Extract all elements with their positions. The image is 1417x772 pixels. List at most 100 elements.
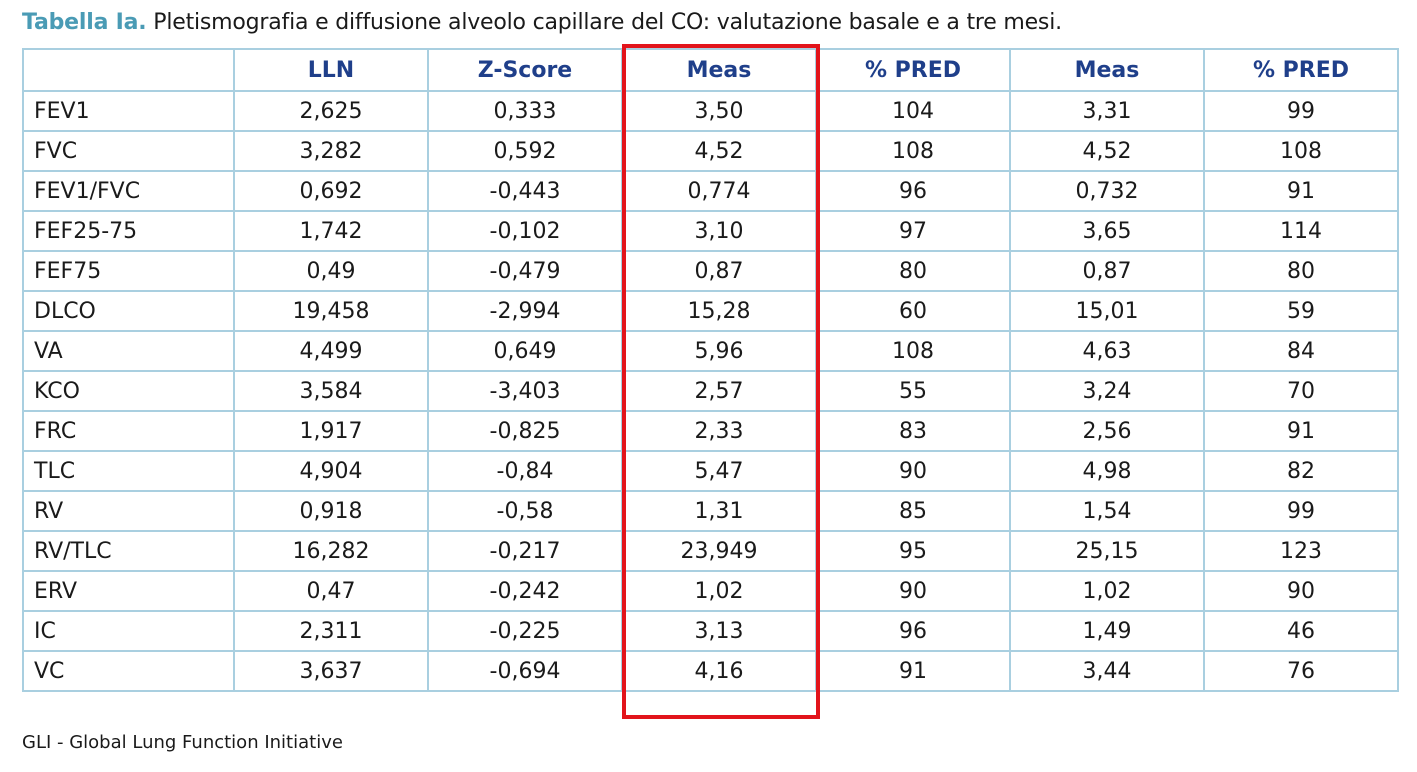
value-cell: -0,242 [427, 570, 623, 612]
value-cell: 3,50 [621, 90, 817, 132]
value-cell: 91 [1203, 170, 1399, 212]
column-header: Meas [1009, 48, 1205, 92]
value-cell: 3,31 [1009, 90, 1205, 132]
table-row: FEV1/FVC 0,692 -0,443 0,774 96 0,732 91 [22, 170, 1399, 212]
value-cell: -0,217 [427, 530, 623, 572]
value-cell: 90 [1203, 570, 1399, 612]
table-row: RV/TLC 16,282 -0,217 23,949 95 25,15 123 [22, 530, 1399, 572]
table-row: FEV1 2,625 0,333 3,50 104 3,31 99 [22, 90, 1399, 132]
value-cell: 84 [1203, 330, 1399, 372]
value-cell: 99 [1203, 90, 1399, 132]
results-table: LLN Z-Score Meas% PRED Meas% PRED FEV1 2,625… [22, 48, 1399, 692]
value-cell: 2,57 [621, 370, 817, 412]
value-cell: 1,742 [233, 210, 429, 252]
value-cell: 108 [1203, 130, 1399, 172]
value-cell: 80 [1203, 250, 1399, 292]
value-cell: -0,225 [427, 610, 623, 652]
column-header: LLN [233, 48, 429, 92]
parameter-cell: VC [22, 650, 235, 692]
parameter-cell: DLCO [22, 290, 235, 332]
value-cell: -0,102 [427, 210, 623, 252]
value-cell: 108 [815, 330, 1011, 372]
value-cell: 3,10 [621, 210, 817, 252]
value-cell: 123 [1203, 530, 1399, 572]
value-cell: 0,918 [233, 490, 429, 532]
parameter-cell: FEV1/FVC [22, 170, 235, 212]
value-cell: 25,15 [1009, 530, 1205, 572]
table-row: IC 2,311 -0,225 3,13 96 1,49 46 [22, 610, 1399, 652]
value-cell: -0,825 [427, 410, 623, 452]
value-cell: 60 [815, 290, 1011, 332]
value-cell: -3,403 [427, 370, 623, 412]
value-cell: 1,31 [621, 490, 817, 532]
parameter-cell: FEF75 [22, 250, 235, 292]
value-cell: 3,65 [1009, 210, 1205, 252]
value-cell: 1,02 [1009, 570, 1205, 612]
value-cell: 104 [815, 90, 1011, 132]
table-row: FRC 1,917 -0,825 2,33 83 2,56 91 [22, 410, 1399, 452]
value-cell: 1,49 [1009, 610, 1205, 652]
parameter-cell: IC [22, 610, 235, 652]
parameter-cell: TLC [22, 450, 235, 492]
value-cell: 46 [1203, 610, 1399, 652]
value-cell: 2,625 [233, 90, 429, 132]
value-cell: 1,917 [233, 410, 429, 452]
value-cell: 1,54 [1009, 490, 1205, 532]
table-row: FVC 3,282 0,592 4,52 108 4,52 108 [22, 130, 1399, 172]
value-cell: 3,584 [233, 370, 429, 412]
table-row: FEF25-75 1,742 -0,102 3,10 97 3,65 114 [22, 210, 1399, 252]
value-cell: 5,47 [621, 450, 817, 492]
value-cell: 0,49 [233, 250, 429, 292]
parameter-cell: RV [22, 490, 235, 532]
value-cell: -0,694 [427, 650, 623, 692]
value-cell: 3,13 [621, 610, 817, 652]
value-cell: 91 [1203, 410, 1399, 452]
value-cell: 15,28 [621, 290, 817, 332]
value-cell: 0,692 [233, 170, 429, 212]
value-cell: 0,47 [233, 570, 429, 612]
value-cell: -0,84 [427, 450, 623, 492]
column-header: % PRED [1203, 48, 1399, 92]
value-cell: 2,33 [621, 410, 817, 452]
parameter-cell: FEV1 [22, 90, 235, 132]
value-cell: 0,87 [1009, 250, 1205, 292]
value-cell: 4,52 [1009, 130, 1205, 172]
value-cell: 90 [815, 450, 1011, 492]
value-cell: 2,56 [1009, 410, 1205, 452]
parameter-cell: RV/TLC [22, 530, 235, 572]
value-cell: 4,98 [1009, 450, 1205, 492]
value-cell: 4,499 [233, 330, 429, 372]
value-cell: 0,732 [1009, 170, 1205, 212]
value-cell: -0,58 [427, 490, 623, 532]
value-cell: 19,458 [233, 290, 429, 332]
caption-text: Pletismografia e diffusione alveolo capi… [153, 10, 1062, 35]
table-row: VA 4,499 0,649 5,96 108 4,63 84 [22, 330, 1399, 372]
caption-label: Tabella Ia. [22, 10, 147, 35]
value-cell: 5,96 [621, 330, 817, 372]
parameter-cell: VA [22, 330, 235, 372]
table-body: FEV1 2,625 0,333 3,50 104 3,31 99 FVC 3,282 0,592… [22, 90, 1399, 692]
value-cell: -0,443 [427, 170, 623, 212]
table-row: VC 3,637 -0,694 4,16 91 3,44 76 [22, 650, 1399, 692]
value-cell: 83 [815, 410, 1011, 452]
value-cell: 4,52 [621, 130, 817, 172]
value-cell: 0,87 [621, 250, 817, 292]
value-cell: -0,479 [427, 250, 623, 292]
parameter-cell: FEF25-75 [22, 210, 235, 252]
value-cell: 0,649 [427, 330, 623, 372]
value-cell: 4,63 [1009, 330, 1205, 372]
value-cell: 90 [815, 570, 1011, 612]
table-row: ERV 0,47 -0,242 1,02 90 1,02 90 [22, 570, 1399, 612]
value-cell: 0,333 [427, 90, 623, 132]
value-cell: 2,311 [233, 610, 429, 652]
value-cell: 99 [1203, 490, 1399, 532]
value-cell: 85 [815, 490, 1011, 532]
value-cell: 70 [1203, 370, 1399, 412]
table-row: FEF75 0,49 -0,479 0,87 80 0,87 80 [22, 250, 1399, 292]
parameter-cell: KCO [22, 370, 235, 412]
column-header: Meas [621, 48, 817, 92]
value-cell: 59 [1203, 290, 1399, 332]
column-header: % PRED [815, 48, 1011, 92]
value-cell: 114 [1203, 210, 1399, 252]
table-row: TLC 4,904 -0,84 5,47 90 4,98 82 [22, 450, 1399, 492]
